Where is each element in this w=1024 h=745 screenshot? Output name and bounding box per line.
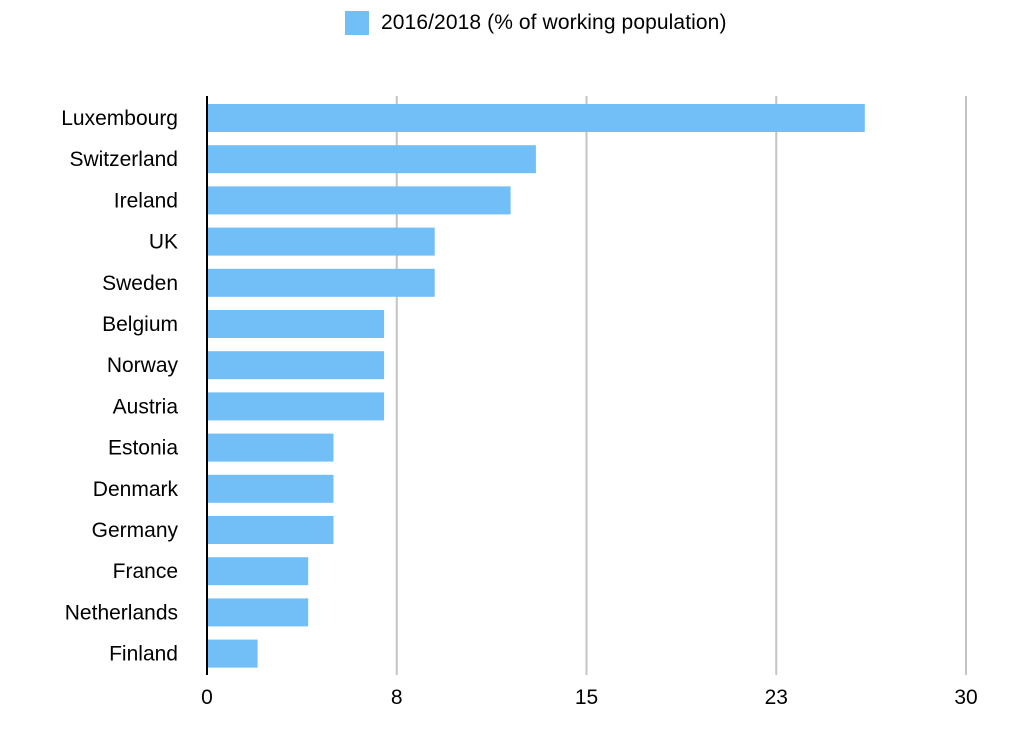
bar-luxembourg: [207, 104, 865, 132]
category-label: France: [113, 560, 178, 583]
bar-finland: [207, 639, 258, 668]
category-label: Switzerland: [69, 148, 178, 171]
bar-france: [207, 557, 309, 586]
bar-estonia: [207, 433, 334, 462]
category-label: Norway: [107, 354, 179, 377]
bar-belgium: [207, 310, 385, 338]
bar-austria: [207, 392, 385, 421]
category-label: Netherlands: [65, 601, 178, 624]
x-tick-label: 30: [954, 686, 977, 709]
x-tick-label: 8: [391, 686, 403, 709]
legend-label: 2016/2018 (% of working population): [381, 11, 727, 34]
category-label: Belgium: [102, 313, 178, 336]
category-label: Finland: [109, 643, 178, 666]
bar-denmark: [207, 474, 334, 503]
category-label: Estonia: [108, 437, 178, 460]
category-label: Denmark: [93, 478, 179, 501]
bar-ireland: [207, 186, 511, 215]
bar-netherlands: [207, 598, 309, 627]
x-tick-label: 23: [765, 686, 788, 709]
legend-swatch: [345, 11, 369, 35]
bar-switzerland: [207, 145, 536, 174]
bar-germany: [207, 516, 334, 544]
category-label: Ireland: [114, 189, 178, 212]
x-tick-label: 15: [575, 686, 598, 709]
category-label: UK: [149, 231, 178, 254]
bar-uk: [207, 227, 435, 256]
x-tick-label: 0: [201, 686, 213, 709]
category-label: Germany: [92, 519, 179, 542]
bar-sweden: [207, 268, 435, 297]
category-label: Luxembourg: [61, 107, 178, 130]
bar-norway: [207, 351, 385, 380]
category-label: Sweden: [102, 272, 178, 295]
category-label: Austria: [113, 395, 179, 418]
legend: 2016/2018 (% of working population): [345, 9, 727, 37]
